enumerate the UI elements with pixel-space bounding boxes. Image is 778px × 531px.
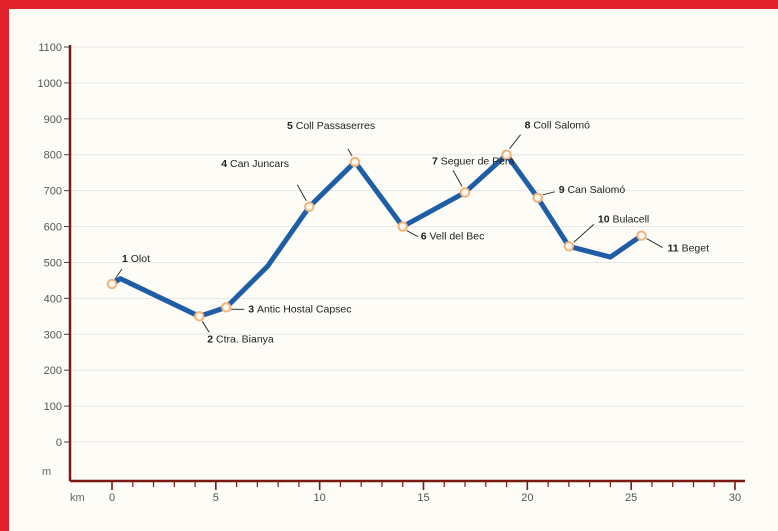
waypoint-number: 2 (207, 333, 216, 345)
waypoint-marker (106, 278, 118, 290)
waypoint-label: 7 Seguer de Pera (432, 155, 514, 167)
leader-line (296, 184, 307, 202)
leader-line (646, 238, 663, 248)
waypoint-label: 4 Can Juncars (221, 158, 289, 170)
leader-line (542, 191, 555, 196)
waypoint-name: Seguer de Pera (441, 155, 515, 167)
x-tick-label: 30 (729, 492, 741, 504)
waypoint-marker (636, 230, 647, 241)
waypoint-name: Coll Salomó (533, 120, 590, 132)
waypoint-marker (459, 187, 471, 198)
waypoint-number: 11 (668, 243, 682, 255)
y-tick-label: 500 (44, 257, 62, 269)
waypoint-name: Antic Hostal Capsec (257, 303, 352, 315)
x-tick-label: 20 (521, 492, 533, 504)
waypoint-name: Bulacell (612, 213, 649, 225)
waypoint-label: 11 Beget (668, 243, 710, 255)
waypoint-marker (349, 156, 361, 168)
waypoint-number: 7 (432, 155, 441, 167)
waypoint-label: 9 Can Salomó (559, 184, 626, 196)
x-unit-label: km (70, 492, 85, 504)
leader-line (406, 230, 418, 237)
waypoint-label: 8 Coll Salomó (525, 120, 591, 132)
y-tick-label: 200 (44, 365, 62, 377)
markers (106, 149, 647, 322)
elevation-line (109, 152, 645, 319)
leader-line (201, 321, 210, 333)
waypoint-number: 6 (421, 231, 430, 243)
waypoint-label: 6 Vell del Bec (421, 231, 485, 243)
x-tick-label: 15 (417, 492, 429, 504)
waypoint-label: 2 Ctra. Bianya (207, 333, 274, 345)
waypoint-number: 4 (221, 158, 230, 170)
waypoint-marker (194, 311, 205, 322)
leader-line (114, 268, 123, 280)
y-tick-label: 400 (44, 293, 62, 305)
y-tick-label: 700 (44, 186, 62, 198)
waypoint-marker (304, 201, 315, 212)
waypoint-number: 1 (122, 253, 131, 265)
waypoint-marker (501, 149, 512, 160)
y-tick-label: 900 (44, 114, 62, 126)
leader-line (573, 223, 595, 243)
series (109, 152, 645, 319)
x-tick-label: 10 (314, 492, 326, 504)
leader-line (347, 148, 353, 157)
x-tick-label: 25 (625, 492, 637, 504)
y-tick-label: 0 (56, 437, 62, 449)
waypoint-name: Vell del Bec (429, 231, 484, 243)
waypoint-name: Coll Passaserres (296, 120, 375, 132)
y-tick-label: 600 (44, 222, 62, 234)
waypoint-number: 5 (287, 120, 296, 132)
waypoint-number: 10 (598, 213, 613, 225)
y-tick-label: 1100 (38, 42, 62, 54)
axes: 0 100 200 300 400 500 600 700 800 900 1000 1100 m km 0… (38, 42, 745, 504)
leader-line (452, 170, 463, 187)
annotation-labels: 1 Olot 2 Ctra. Bianya 3 Antic Hostal Capse… (114, 120, 710, 345)
x-tick-label: 5 (213, 492, 219, 504)
waypoint-marker (397, 221, 408, 232)
waypoint-label: 10 Bulacell (598, 213, 649, 225)
waypoint-marker (563, 241, 575, 252)
x-tick-label: 0 (109, 492, 115, 504)
y-tick-label: 100 (44, 401, 62, 413)
y-tick-label: 300 (44, 329, 62, 341)
waypoint-number: 9 (559, 184, 568, 196)
waypoint-number: 8 (525, 120, 534, 132)
waypoint-name: Beget (682, 243, 710, 255)
y-tick-label: 1000 (38, 78, 62, 90)
waypoint-label: 3 Antic Hostal Capsec (248, 303, 351, 315)
leader-line (509, 134, 521, 150)
y-unit-label: m (42, 466, 51, 478)
waypoint-name: Can Salomó (567, 184, 625, 196)
waypoint-label: 1 Olot (122, 253, 150, 265)
waypoint-name: Ctra. Bianya (216, 333, 274, 345)
waypoint-name: Olot (131, 253, 150, 265)
waypoint-marker (221, 302, 232, 313)
waypoint-name: Can Juncars (230, 158, 289, 170)
y-tick-label: 800 (44, 150, 62, 162)
waypoint-label: 5 Coll Passaserres (287, 120, 375, 132)
waypoint-number: 3 (248, 303, 257, 315)
waypoint-marker (532, 192, 543, 204)
grid-lines (70, 46, 745, 443)
